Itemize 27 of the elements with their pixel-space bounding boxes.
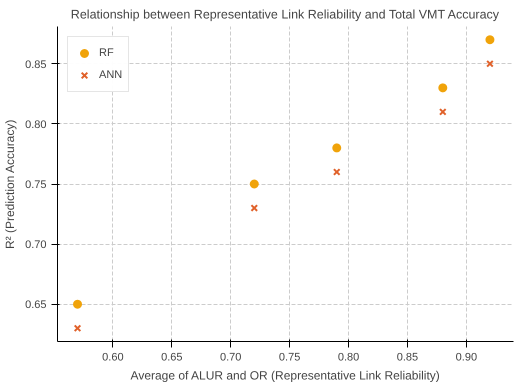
chart-title: Relationship between Representative Link Reliability and Total VMT Accuracy (70, 8, 500, 22)
x-tick-label: 0.65 (161, 352, 183, 364)
point (438, 108, 447, 116)
x-axis-title: Average of ALUR and OR (Representative Link Reliability) (130, 368, 440, 382)
x-tick-label: 0.60 (102, 352, 124, 364)
x-tick-label: 0.90 (456, 352, 478, 364)
y-tick-label: 0.70 (25, 239, 47, 252)
point (250, 204, 258, 212)
point (74, 324, 82, 332)
y-tick-label: 0.65 (25, 299, 47, 312)
y-tick-label: 0.80 (25, 118, 47, 131)
point (485, 35, 494, 44)
y-tick-label: 0.75 (25, 179, 47, 191)
y-axis-title: R² (Prediction Accuracy) (3, 120, 18, 250)
x-tick-label: 0.80 (338, 352, 360, 364)
point (73, 300, 82, 309)
point (250, 180, 259, 188)
point (332, 168, 341, 176)
x-tick-label: 0.75 (278, 352, 300, 364)
x-tick-label: 0.70 (220, 352, 242, 364)
point (332, 143, 342, 152)
point (438, 83, 448, 92)
legend-label: ANN (99, 69, 122, 81)
legend-label: RF (99, 47, 115, 59)
point (486, 60, 494, 68)
x-tick-label: 0.85 (396, 352, 418, 364)
y-tick-label: 0.85 (25, 58, 47, 71)
